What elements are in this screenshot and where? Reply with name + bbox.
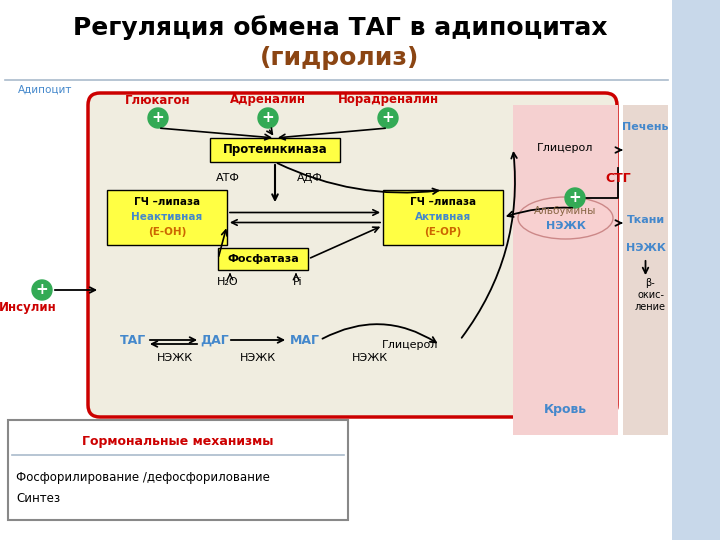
Text: Альбумины: Альбумины <box>534 206 597 216</box>
Text: Инсулин: Инсулин <box>0 301 57 314</box>
Text: Норадреналин: Норадреналин <box>338 93 438 106</box>
Circle shape <box>378 108 398 128</box>
Text: ГЧ –липаза: ГЧ –липаза <box>410 197 476 207</box>
Bar <box>672 0 720 540</box>
Bar <box>623 105 668 435</box>
Text: НЭЖК: НЭЖК <box>157 353 193 363</box>
Text: (гидролиз): (гидролиз) <box>261 46 420 70</box>
Bar <box>513 105 618 435</box>
Text: НЭЖК: НЭЖК <box>240 353 276 363</box>
Text: Активная: Активная <box>415 212 471 222</box>
Ellipse shape <box>518 197 613 239</box>
Text: Печень: Печень <box>622 122 669 132</box>
Circle shape <box>148 108 168 128</box>
Text: +: + <box>569 191 581 206</box>
Text: Регуляция обмена ТАГ в адипоцитах: Регуляция обмена ТАГ в адипоцитах <box>73 16 607 40</box>
Text: (Е-ОН): (Е-ОН) <box>148 227 186 237</box>
Text: +: + <box>35 282 48 298</box>
Text: ДАГ: ДАГ <box>201 334 230 347</box>
Text: +: + <box>382 111 395 125</box>
Bar <box>210 138 340 162</box>
Text: Фосфатаза: Фосфатаза <box>227 254 299 264</box>
Text: Синтез: Синтез <box>16 491 60 504</box>
Text: АТФ: АТФ <box>216 173 240 183</box>
Text: Протеинкиназа: Протеинкиназа <box>222 144 328 157</box>
Circle shape <box>258 108 278 128</box>
FancyBboxPatch shape <box>88 93 617 417</box>
Text: Адипоцит: Адипоцит <box>18 85 73 95</box>
Text: Гормональные механизмы: Гормональные механизмы <box>82 435 274 449</box>
Bar <box>218 248 308 270</box>
Text: β-
окис-
ление: β- окис- ление <box>635 279 666 312</box>
Text: Ткани: Ткани <box>626 215 665 225</box>
Text: НЭЖК: НЭЖК <box>546 221 585 231</box>
Text: НЭЖК: НЭЖК <box>626 243 665 253</box>
Text: МАГ: МАГ <box>290 334 320 347</box>
Text: СТГ: СТГ <box>605 172 631 185</box>
Text: +: + <box>152 111 164 125</box>
Text: Глицерол: Глицерол <box>537 143 594 153</box>
Text: (Е-ОР): (Е-ОР) <box>424 227 462 237</box>
Bar <box>8 420 348 520</box>
Circle shape <box>565 188 585 208</box>
Text: Глицерол: Глицерол <box>382 340 438 350</box>
Text: Неактивная: Неактивная <box>131 212 202 222</box>
Text: Н₂О: Н₂О <box>217 277 239 287</box>
Text: НЭЖК: НЭЖК <box>352 353 388 363</box>
Text: АДФ: АДФ <box>297 173 323 183</box>
Text: Глюкагон: Глюкагон <box>125 93 191 106</box>
Text: ТАГ: ТАГ <box>120 334 146 347</box>
Text: Кровь: Кровь <box>544 403 587 416</box>
Text: Pi: Pi <box>293 277 303 287</box>
Text: +: + <box>261 111 274 125</box>
Text: ГЧ –липаза: ГЧ –липаза <box>134 197 200 207</box>
Text: Фосфорилирование /дефосфорилование: Фосфорилирование /дефосфорилование <box>16 471 270 484</box>
Circle shape <box>32 280 52 300</box>
Text: Адреналин: Адреналин <box>230 93 306 106</box>
Bar <box>383 190 503 245</box>
Bar <box>107 190 227 245</box>
